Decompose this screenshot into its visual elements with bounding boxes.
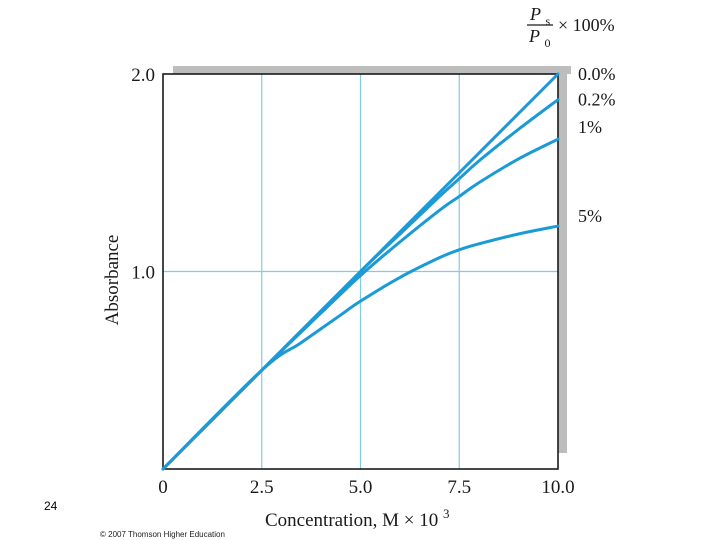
plot-frame [162, 73, 559, 470]
plot-border [162, 73, 559, 470]
legend-title-numerator-main: P [529, 4, 541, 24]
series-line-5 [161, 224, 560, 471]
legend-title-suffix: × 100% [558, 15, 615, 35]
x-tick-label-7-5: 7.5 [447, 477, 471, 498]
legend-title-numerator: P s [529, 4, 551, 28]
tick-labels: 0 2.5 5.0 7.5 10.0 1.0 2.0 [131, 65, 574, 498]
series-label-1: 1% [578, 117, 602, 137]
page-number: 24 [44, 499, 58, 513]
series-labels: 0.0% 0.2% 1% 5% [578, 64, 616, 226]
legend-title-denominator-sub: 0 [545, 36, 551, 50]
copyright: © 2007 Thomson Higher Education [100, 530, 225, 539]
legend-title-denominator: P 0 [528, 26, 551, 50]
x-axis-label-text: Concentration, M × 10 [265, 510, 438, 531]
plot-shadow [173, 66, 571, 453]
legend-title-denominator-main: P [528, 26, 540, 46]
series-label-0-2: 0.2% [578, 90, 616, 110]
legend-title: P s P 0 × 100% [527, 4, 615, 50]
legend-title-numerator-sub: s [546, 14, 551, 28]
plot-shadow-right [558, 68, 567, 453]
y-tick-label-2-0: 2.0 [131, 65, 155, 86]
y-axis-label: Absorbance [102, 235, 123, 326]
x-tick-label-5-0: 5.0 [349, 477, 373, 498]
x-axis-label-exponent: 3 [443, 506, 450, 521]
series-label-5: 5% [578, 206, 602, 226]
y-tick-label-1-0: 1.0 [131, 263, 155, 284]
x-tick-label-0: 0 [158, 477, 168, 498]
series-label-0-0: 0.0% [578, 64, 616, 84]
x-tick-label-2-5: 2.5 [250, 477, 274, 498]
x-tick-label-10-0: 10.0 [541, 477, 574, 498]
x-axis-label: Concentration, M × 10 3 [265, 506, 450, 531]
series-lines [161, 72, 560, 471]
plot-shadow-top [173, 66, 571, 74]
